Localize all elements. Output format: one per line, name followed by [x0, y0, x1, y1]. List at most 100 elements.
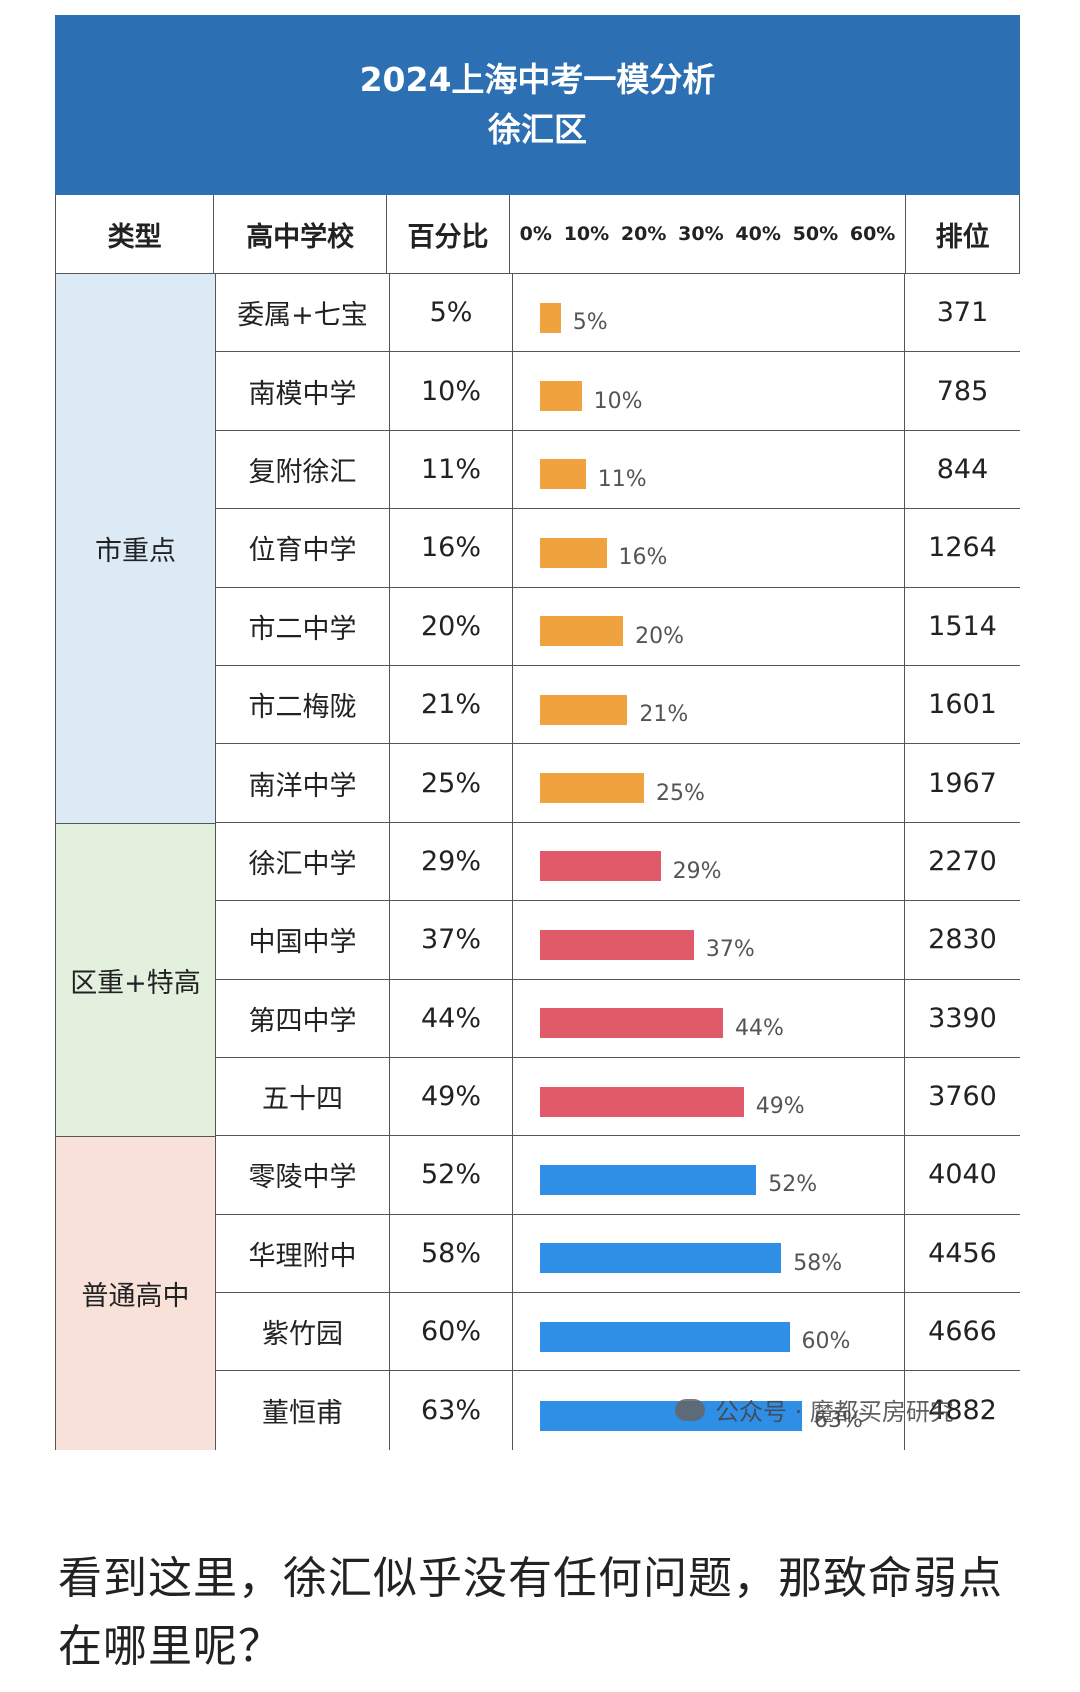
- percent-value: 20%: [390, 587, 513, 665]
- school-name: 华理附中: [216, 1214, 390, 1293]
- rank-value: 1601: [928, 689, 997, 721]
- table-row: 南模中学 10% 10% 785: [216, 352, 1020, 431]
- school-name: 董恒甫: [216, 1371, 390, 1450]
- percent-value: 37%: [390, 901, 513, 979]
- school-name: 位育中学: [216, 509, 390, 587]
- column-school: 高中学校: [214, 195, 388, 273]
- table-row: 市二梅陇 21% 21% 1601: [216, 665, 1020, 745]
- table-row: 紫竹园 60% 60% 4666: [216, 1293, 1020, 1372]
- bar: [540, 1243, 782, 1274]
- rank-value: 371: [936, 297, 989, 329]
- table-row: 徐汇中学 29% 29% 2270: [216, 822, 1020, 902]
- table-row: 华理附中 58% 58% 4456: [216, 1214, 1020, 1294]
- bar-cell: 58%: [513, 1214, 905, 1293]
- bar: [540, 851, 661, 882]
- bar-cell: 20%: [513, 587, 905, 665]
- table-row: 位育中学 16% 16% 1264: [216, 509, 1020, 588]
- rank-value: 4456: [928, 1237, 997, 1269]
- table-header: 2024上海中考一模分析 徐汇区: [55, 15, 1020, 195]
- rank-value: 3760: [928, 1081, 997, 1113]
- bar-value-label: 20%: [635, 623, 685, 649]
- table-body: 市重点 区重+特高 普通高中 委属+七宝 5% 5% 371 南模中学 10% 10% 785 复附…: [55, 274, 1020, 1450]
- bar-value-label: 60%: [801, 1329, 851, 1355]
- percent-value: 11%: [390, 430, 513, 509]
- group-label: 区重+特高: [56, 822, 215, 1137]
- bar-cell: 60%: [513, 1293, 905, 1371]
- rank-value: 1264: [928, 532, 997, 564]
- rank-value: 844: [936, 453, 989, 485]
- bar: [540, 694, 628, 725]
- bar-value-label: 58%: [793, 1250, 843, 1276]
- percent-value: 5%: [390, 274, 513, 352]
- percent-value: 52%: [390, 1136, 513, 1214]
- rank-value: 785: [936, 375, 989, 407]
- percent-value: 21%: [390, 665, 513, 744]
- percent-value: 58%: [390, 1214, 513, 1293]
- rank-value: 1967: [928, 767, 997, 799]
- table-row: 五十四 49% 49% 3760: [216, 1057, 1020, 1137]
- bar-cell: 21%: [513, 665, 905, 744]
- bar-value-label: 37%: [705, 937, 755, 963]
- column-header-row: 类型 高中学校 百分比 0% 10% 20% 30% 40% 50% 60% 排位: [55, 195, 1021, 274]
- wechat-icon: [675, 1398, 705, 1421]
- percent-value: 25%: [390, 744, 513, 822]
- bar-value-label: 52%: [768, 1172, 818, 1198]
- school-name: 徐汇中学: [216, 822, 390, 901]
- bar: [540, 459, 586, 490]
- bar-value-label: 49%: [755, 1094, 805, 1120]
- bar: [540, 616, 624, 647]
- rank-value: 4040: [928, 1159, 997, 1191]
- table-subtitle: 徐汇区: [488, 110, 587, 149]
- column-type: 类型: [55, 195, 215, 273]
- bar: [540, 1321, 790, 1352]
- bar-value-label: 16%: [618, 545, 668, 571]
- table-row: 委属+七宝 5% 5% 371: [216, 274, 1020, 353]
- bar-cell: 63%: [513, 1371, 905, 1450]
- bar-cell: 37%: [513, 901, 905, 979]
- bar-value-label: 11%: [597, 466, 647, 492]
- group-column: 市重点 区重+特高 普通高中: [55, 274, 216, 1450]
- axis-tick-label: 10%: [563, 223, 610, 245]
- bar-cell: 16%: [513, 509, 905, 587]
- bar-value-label: 25%: [655, 780, 705, 806]
- table-row: 复附徐汇 11% 11% 844: [216, 430, 1020, 510]
- axis-tick-label: 40%: [735, 223, 781, 245]
- school-name: 零陵中学: [216, 1136, 390, 1214]
- percent-value: 49%: [390, 1057, 513, 1136]
- group-label: 普通高中: [56, 1136, 215, 1450]
- table-row: 零陵中学 52% 52% 4040: [216, 1136, 1020, 1215]
- rank-value: 4666: [928, 1316, 997, 1348]
- axis-tick-label: 60%: [849, 223, 896, 245]
- school-name: 中国中学: [216, 901, 390, 979]
- row-list: 委属+七宝 5% 5% 371 南模中学 10% 10% 785 复附徐汇 11% 11% 844 位育…: [216, 274, 1020, 1450]
- percent-value: 16%: [390, 509, 513, 587]
- school-name: 复附徐汇: [216, 430, 390, 509]
- rank-value: 4882: [928, 1395, 997, 1427]
- rank-value: 2270: [928, 845, 997, 877]
- bar: [540, 773, 644, 804]
- school-name: 五十四: [216, 1057, 390, 1136]
- percent-value: 63%: [390, 1371, 513, 1450]
- rank-value: 2830: [928, 924, 997, 956]
- bar: [540, 1008, 723, 1039]
- bar: [540, 929, 694, 960]
- watermark: 公众号 · 魔都买房研究: [675, 1392, 954, 1427]
- bar-cell: 52%: [513, 1136, 905, 1214]
- school-name: 南模中学: [216, 352, 390, 430]
- bar: [540, 302, 561, 333]
- group-label: 市重点: [56, 274, 215, 823]
- bar-cell: 29%: [513, 822, 905, 901]
- axis-tick-label: 50%: [792, 223, 839, 245]
- table-row: 中国中学 37% 37% 2830: [216, 901, 1020, 980]
- percent-value: 10%: [390, 352, 513, 430]
- bar-value-label: 44%: [734, 1015, 784, 1041]
- table-row: 南洋中学 25% 25% 1967: [216, 744, 1020, 823]
- school-name: 第四中学: [216, 979, 390, 1057]
- rank-value: 3390: [928, 1002, 997, 1034]
- bar-value-label: 21%: [639, 702, 689, 728]
- axis-ticks: 0% 10% 20% 30% 40% 50% 60%: [510, 195, 907, 273]
- column-rank: 排位: [906, 195, 1021, 273]
- bar: [540, 381, 582, 412]
- bar-value-label: 63%: [814, 1408, 863, 1434]
- watermark-text: 公众号 · 魔都买房研究: [715, 1398, 954, 1426]
